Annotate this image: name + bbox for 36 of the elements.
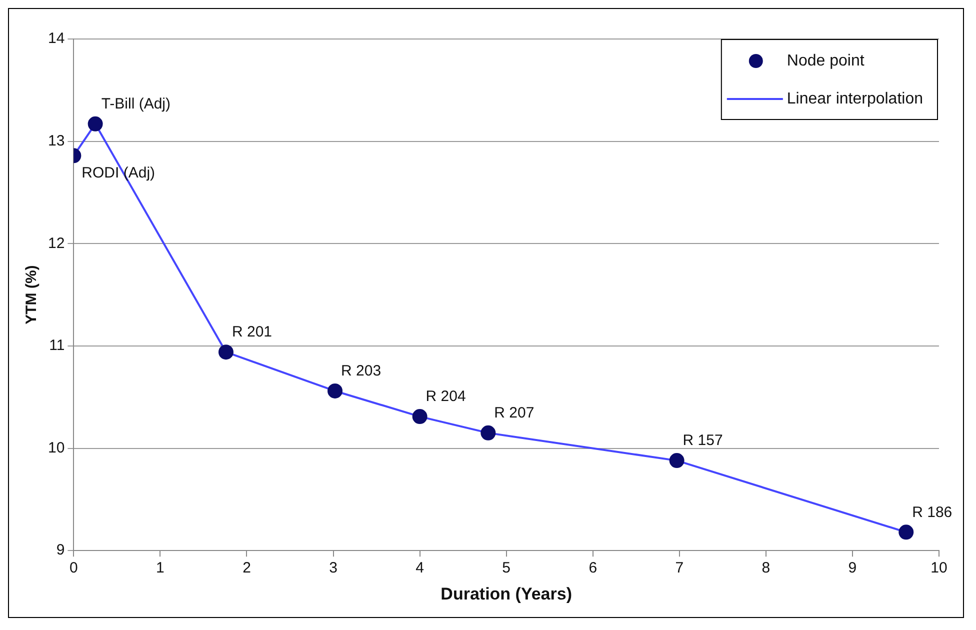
annotation: T-Bill (Adj) bbox=[101, 96, 170, 113]
y-tick-label: 12 bbox=[48, 234, 65, 252]
point bbox=[898, 524, 914, 540]
x-tick-label: 5 bbox=[502, 560, 511, 577]
annotation: R 186 bbox=[912, 504, 952, 521]
x-tick-label: 1 bbox=[156, 560, 164, 577]
x-tick-label: 7 bbox=[675, 560, 684, 577]
point bbox=[669, 453, 684, 468]
annotation: R 203 bbox=[341, 362, 382, 380]
point bbox=[412, 409, 428, 424]
y-tick-label: 9 bbox=[56, 542, 65, 559]
x-axis-title: Duration (Years) bbox=[440, 584, 572, 604]
y-tick-label: 11 bbox=[49, 337, 65, 354]
x-tick-label: 6 bbox=[588, 560, 598, 577]
annotation: R 157 bbox=[682, 432, 723, 450]
x-tick-label: 10 bbox=[930, 560, 948, 577]
annotation: R 204 bbox=[426, 388, 466, 406]
point bbox=[328, 383, 343, 398]
annotation: R 207 bbox=[494, 404, 534, 422]
point bbox=[88, 116, 103, 132]
x-tick-label: 0 bbox=[70, 560, 78, 577]
x-tick-label: 4 bbox=[416, 560, 424, 577]
x-tick-label: 3 bbox=[329, 560, 338, 577]
annotation: R 201 bbox=[232, 324, 272, 341]
point bbox=[480, 425, 496, 440]
y-tick-label: 14 bbox=[48, 30, 65, 48]
x-tick-label: 2 bbox=[242, 560, 251, 577]
y-axis-title: YTM (%) bbox=[23, 265, 40, 324]
x-tick-label: 8 bbox=[762, 560, 770, 577]
legend-label: Node point bbox=[786, 52, 865, 70]
y-tick-label: 13 bbox=[48, 132, 65, 150]
y-tick-label: 10 bbox=[48, 439, 65, 456]
x-tick-label: 9 bbox=[848, 560, 857, 577]
point bbox=[218, 344, 234, 360]
annotation: RODI (Adj) bbox=[82, 164, 156, 182]
legend-label: Linear interpolation bbox=[786, 90, 923, 108]
